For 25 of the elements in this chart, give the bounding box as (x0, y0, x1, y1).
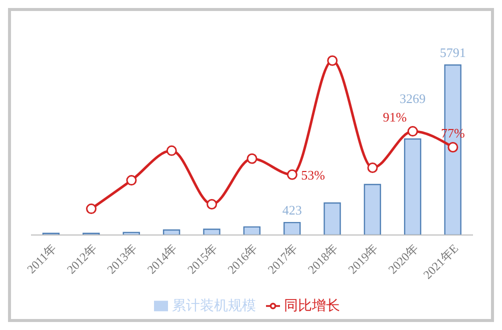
data-label: 5791 (440, 45, 466, 60)
point (166, 145, 177, 156)
point (367, 162, 378, 174)
data-label: 77% (440, 125, 465, 140)
point (448, 142, 458, 152)
bar (243, 226, 261, 235)
data-label: 423 (282, 202, 302, 218)
bar (162, 229, 180, 235)
data-label: 91% (382, 109, 407, 124)
point (327, 55, 338, 66)
point (407, 126, 418, 137)
legend-label: 累计装机规模 (172, 298, 256, 314)
data-label: 53% (301, 168, 326, 183)
data-label: 3269 (400, 91, 426, 106)
bar (283, 222, 301, 235)
point (286, 169, 298, 180)
point (246, 153, 258, 164)
bar (324, 202, 341, 235)
bar (203, 228, 220, 235)
bar (404, 138, 422, 235)
point (126, 175, 137, 186)
point (86, 204, 97, 214)
bar (364, 184, 382, 235)
point (206, 198, 218, 210)
legend-label: 同比增长 (284, 298, 340, 314)
